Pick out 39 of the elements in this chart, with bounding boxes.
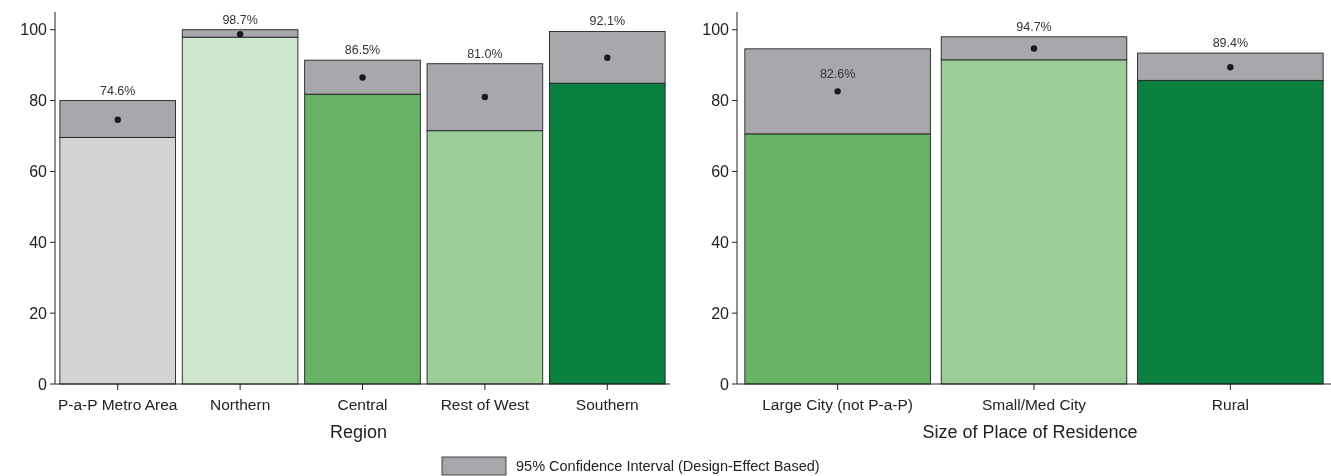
data-label: 82.6%	[819, 67, 856, 82]
y-tick-label: 60	[29, 163, 48, 181]
x-axis-title: Size of Place of Residence	[922, 422, 1138, 442]
y-tick-label: 80	[29, 92, 48, 110]
legend-label: 95% Confidence Interval (Design-Effect Based)	[516, 458, 820, 475]
y-tick-label: 80	[711, 92, 730, 110]
point	[481, 93, 489, 101]
point	[114, 116, 121, 123]
y-tick-label: 100	[20, 21, 48, 39]
x-tick-label: Rural	[1211, 396, 1249, 413]
point	[834, 88, 841, 95]
x-axis-title: Region	[329, 422, 388, 442]
point	[1030, 45, 1038, 52]
data-label: 81.0%	[467, 46, 503, 61]
y-tick-label: 40	[29, 233, 48, 251]
data-label: 74.6%	[100, 83, 136, 98]
y-tick-label: 60	[711, 163, 730, 181]
x-tick-label: Northern	[209, 396, 271, 413]
y-tick-label: 20	[29, 304, 48, 322]
point	[1227, 64, 1234, 71]
y-tick-label: 100	[702, 21, 730, 39]
point	[236, 31, 244, 38]
y-tick-label: 0	[38, 375, 48, 393]
x-tick-label: P-a-P Metro Area	[57, 396, 178, 413]
data-label: 92.1%	[589, 14, 625, 29]
point	[604, 54, 611, 61]
data-label: 86.5%	[344, 43, 381, 58]
y-tick-label: 0	[720, 375, 730, 393]
x-tick-label: Rest of West	[440, 396, 530, 413]
y-tick-label: 20	[711, 304, 730, 322]
point	[359, 74, 366, 81]
data-label: 89.4%	[1212, 36, 1249, 51]
x-tick-label: Central	[337, 396, 388, 413]
x-tick-label: Southern	[575, 396, 639, 413]
x-tick-label: Small/Med City	[981, 396, 1087, 413]
data-label: 98.7%	[222, 12, 258, 27]
y-tick-label: 40	[711, 233, 730, 251]
x-tick-label: Large City (not P-a-P)	[762, 396, 914, 413]
data-label: 94.7%	[1016, 19, 1052, 34]
